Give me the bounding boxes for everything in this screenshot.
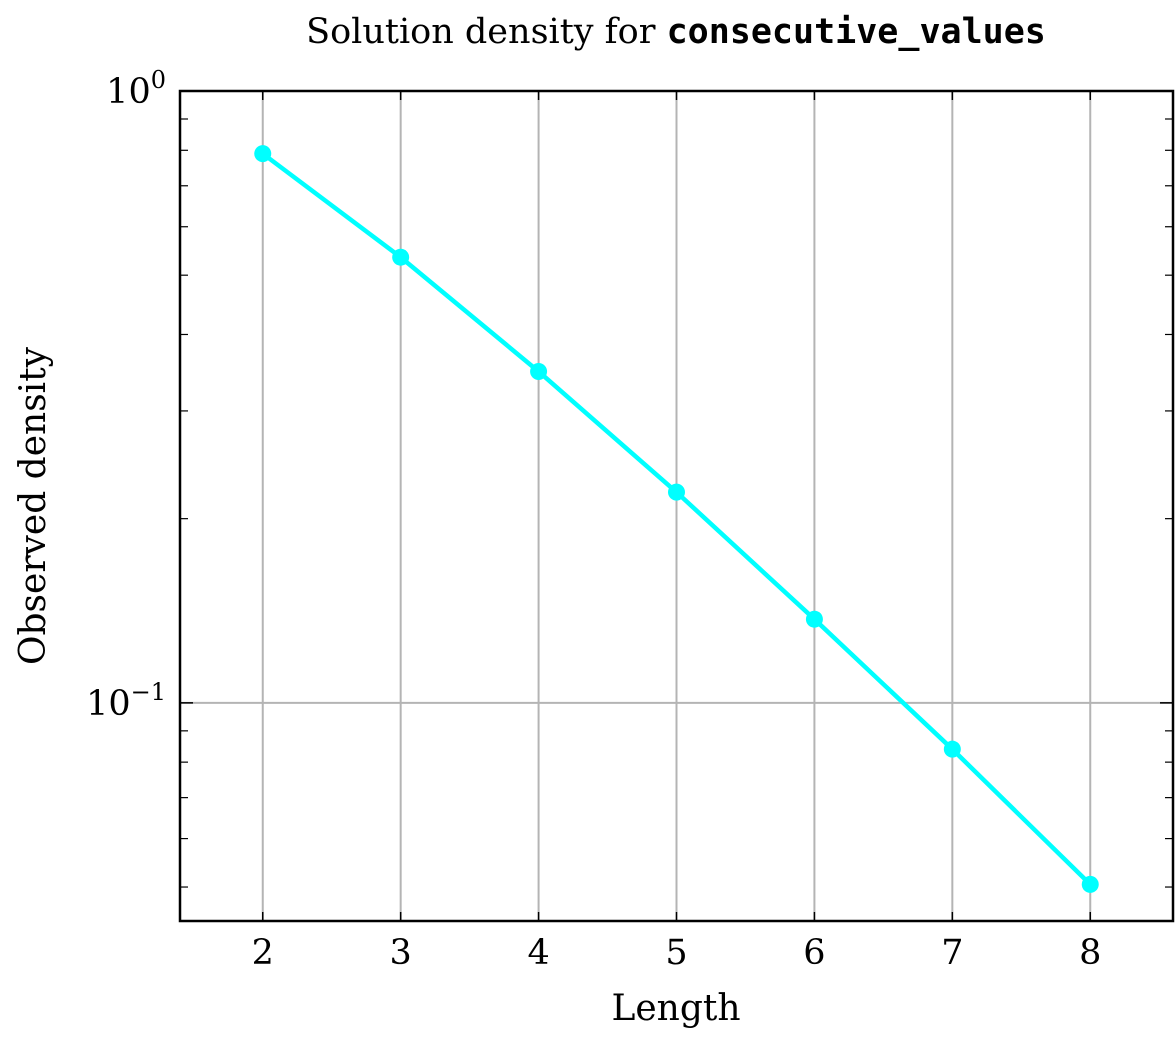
y-tick-base: 10	[106, 72, 151, 112]
data-point	[805, 610, 823, 628]
minor-ticks	[180, 118, 1173, 888]
grid	[180, 90, 1173, 921]
y-tick-exponent: 0	[151, 66, 166, 94]
plot-frame	[178, 89, 1175, 923]
x-axis-label: Length	[611, 988, 740, 1029]
data-point	[254, 145, 272, 163]
x-tick-label: 3	[390, 933, 412, 973]
y-tick-label: 10−1	[86, 678, 166, 724]
y-axis-label: Observed density	[13, 346, 54, 665]
data-point	[943, 740, 961, 758]
series	[254, 145, 1099, 893]
chart-title-prefix: Solution density for	[306, 12, 666, 52]
x-tick-labels: 2 3 4 5 6 7 8	[252, 933, 1102, 973]
x-tick-label: 5	[665, 933, 687, 973]
data-point	[392, 248, 410, 266]
x-tick-label: 4	[527, 933, 549, 973]
data-point	[1081, 875, 1099, 893]
y-tick-base: 10	[86, 684, 131, 724]
y-tick-label: 100	[106, 66, 166, 112]
chart-title-code: consecutive_values	[667, 12, 1046, 52]
data-point	[668, 483, 685, 501]
chart-title: Solution density for consecutive_values	[306, 12, 1046, 52]
x-tick-label: 2	[252, 933, 274, 973]
data-point	[530, 362, 548, 380]
x-tick-label: 8	[1079, 933, 1101, 973]
x-tick-label: 6	[803, 933, 825, 973]
x-tick-label: 7	[941, 933, 963, 973]
y-tick-exponent: −1	[131, 678, 166, 706]
